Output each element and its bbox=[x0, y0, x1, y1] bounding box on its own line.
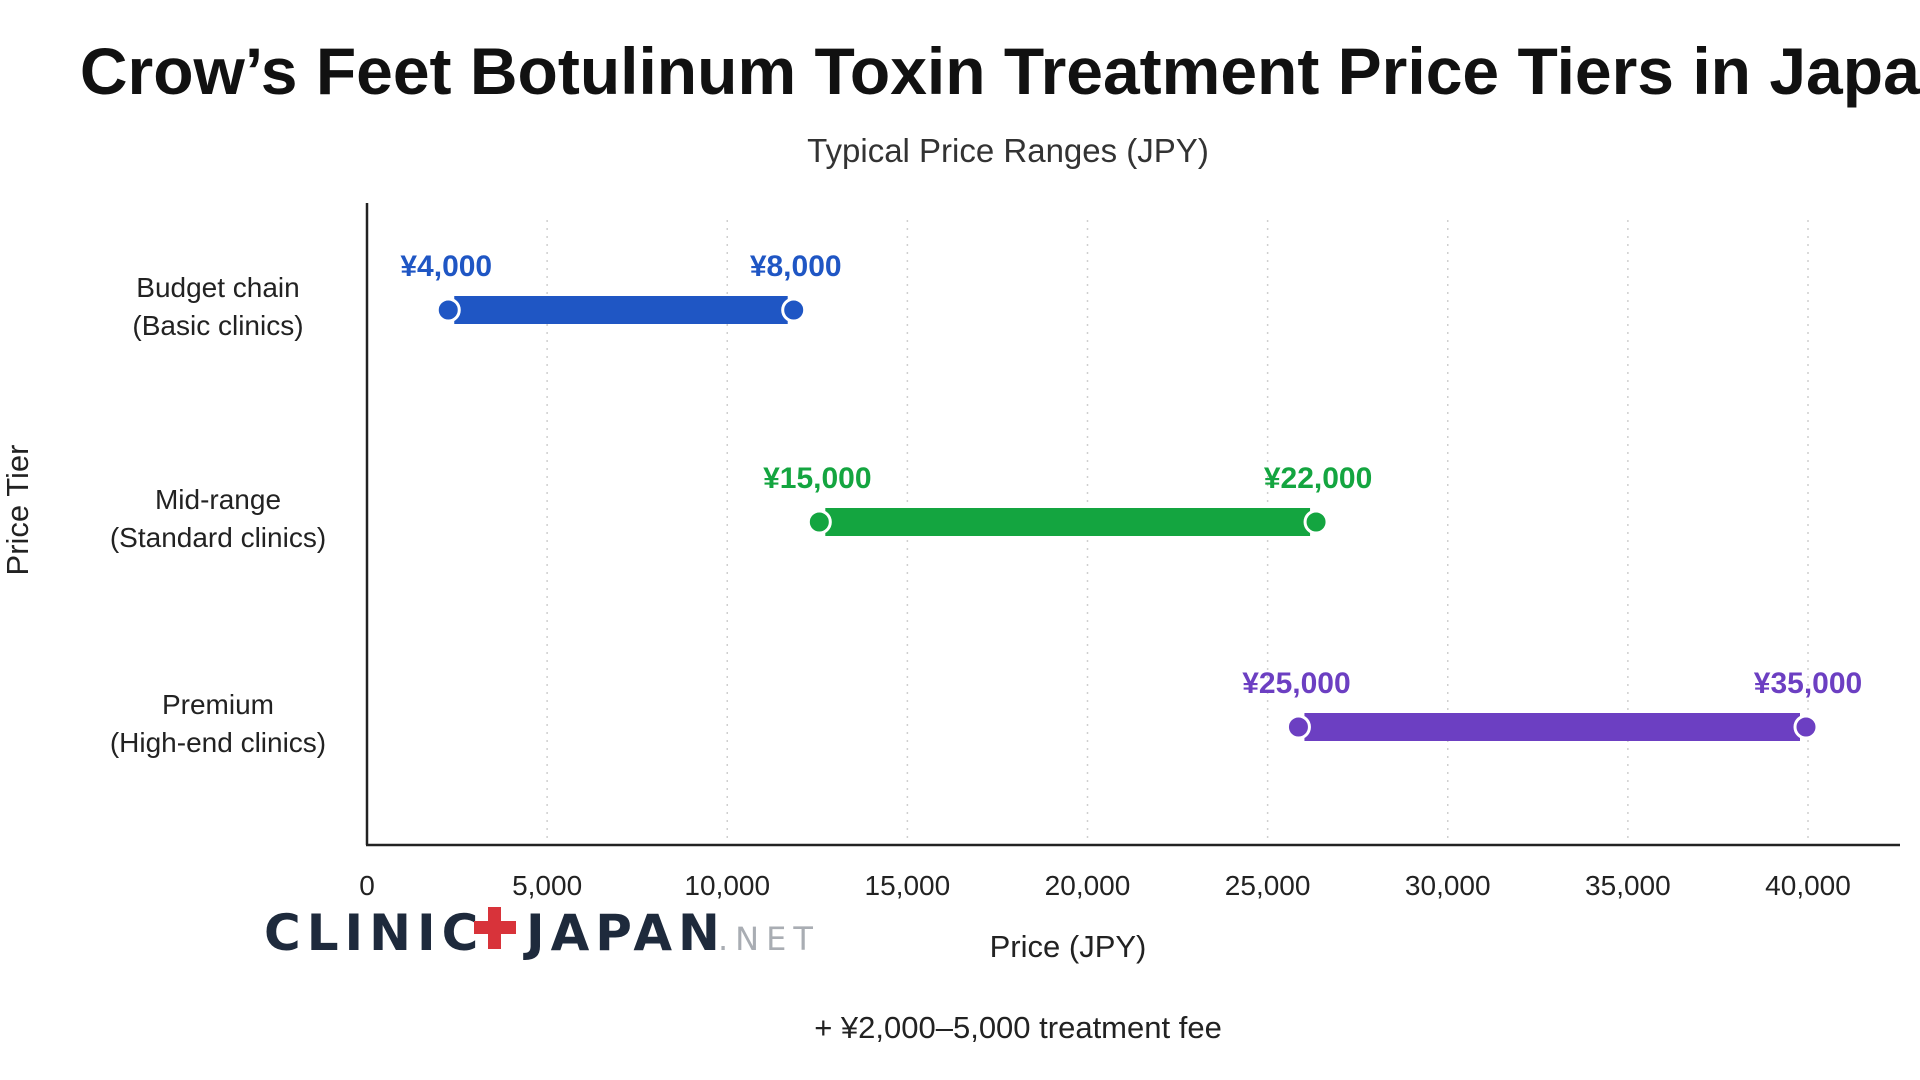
x-tick-label: 40,000 bbox=[1765, 870, 1851, 901]
range-min-dot bbox=[806, 509, 832, 535]
logo-text-right: JAPAN bbox=[523, 904, 726, 962]
x-tick-labels: 0 5,000 10,000 15,000 20,000 25,000 30,000 35,0… bbox=[359, 870, 1851, 901]
category-label-line1: Premium bbox=[162, 689, 274, 720]
x-tick-label: 5,000 bbox=[512, 870, 582, 901]
range-bar-group: ¥15,000 ¥22,000 bbox=[763, 462, 1372, 536]
x-tick-label: 25,000 bbox=[1225, 870, 1311, 901]
range-bars: ¥4,000 ¥8,000 ¥15,000 ¥22,000 ¥25,000 ¥35,000 bbox=[400, 250, 1862, 741]
range-bar bbox=[454, 296, 788, 324]
x-tick-label: 0 bbox=[359, 870, 375, 901]
range-max-label: ¥8,000 bbox=[750, 250, 842, 283]
range-max-dot bbox=[781, 297, 807, 323]
logo-text-suffix: .NET bbox=[718, 920, 820, 958]
x-tick-label: 30,000 bbox=[1405, 870, 1491, 901]
logo-text-left: CLINIC bbox=[264, 904, 484, 962]
x-tick-label: 35,000 bbox=[1585, 870, 1671, 901]
category-label-line2: (Basic clinics) bbox=[132, 310, 303, 341]
x-tick-label: 20,000 bbox=[1045, 870, 1131, 901]
range-bar bbox=[1304, 713, 1800, 741]
category-labels: Budget chain (Basic clinics) Mid-range (Sta… bbox=[110, 272, 326, 758]
range-max-dot bbox=[1793, 714, 1819, 740]
footnote: + ¥2,000–5,000 treatment fee bbox=[814, 1010, 1222, 1045]
category-label-line1: Budget chain bbox=[136, 272, 299, 303]
red-cross-icon bbox=[474, 907, 516, 949]
category-label-line2: (Standard clinics) bbox=[110, 522, 326, 553]
x-axis-title: Price (JPY) bbox=[990, 929, 1147, 964]
range-min-dot bbox=[1285, 714, 1311, 740]
category-label-line2: (High-end clinics) bbox=[110, 727, 326, 758]
range-min-label: ¥15,000 bbox=[763, 462, 871, 495]
range-max-dot bbox=[1303, 509, 1329, 535]
y-axis-title: Price Tier bbox=[0, 445, 35, 576]
range-max-label: ¥22,000 bbox=[1264, 462, 1372, 495]
x-tick-label: 15,000 bbox=[865, 870, 951, 901]
range-bar-group: ¥25,000 ¥35,000 bbox=[1242, 667, 1862, 741]
range-min-label: ¥25,000 bbox=[1242, 667, 1350, 700]
clinic-japan-logo: CLINIC JAPAN .NET bbox=[264, 904, 820, 962]
chart-title: Crow’s Feet Botulinum Toxin Treatment Pr… bbox=[80, 34, 1920, 108]
range-bar bbox=[825, 508, 1311, 536]
category-label-line1: Mid-range bbox=[155, 484, 281, 515]
x-tick-label: 10,000 bbox=[684, 870, 770, 901]
chart-subtitle: Typical Price Ranges (JPY) bbox=[807, 132, 1209, 169]
range-max-label: ¥35,000 bbox=[1754, 667, 1862, 700]
range-bar-group: ¥4,000 ¥8,000 bbox=[400, 250, 842, 324]
range-min-dot bbox=[435, 297, 461, 323]
range-min-label: ¥4,000 bbox=[400, 250, 492, 283]
